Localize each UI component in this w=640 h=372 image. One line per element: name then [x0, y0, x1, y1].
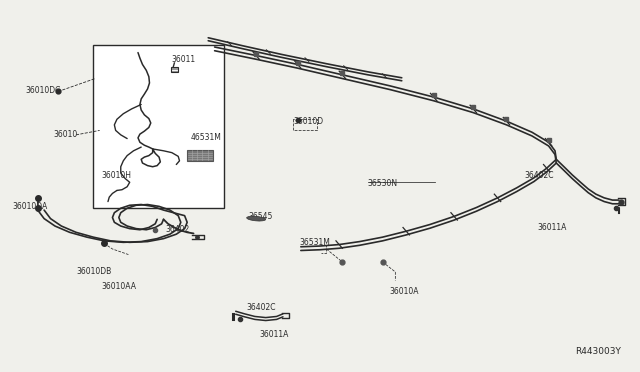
Text: 36402C: 36402C: [246, 303, 276, 312]
Text: 36010A: 36010A: [389, 287, 419, 296]
Bar: [93, 45, 224, 208]
Bar: [171, 67, 178, 72]
Bar: [187, 150, 212, 161]
Text: 36530N: 36530N: [368, 179, 398, 187]
Ellipse shape: [246, 216, 266, 221]
Text: 36545: 36545: [248, 212, 273, 221]
Text: 36010H: 36010H: [102, 171, 132, 180]
Text: R443003Y: R443003Y: [575, 347, 621, 356]
Text: 36011A: 36011A: [537, 223, 566, 232]
Text: 36010DC: 36010DC: [25, 86, 60, 95]
Text: 36010DB: 36010DB: [76, 267, 111, 276]
Text: 36402C: 36402C: [524, 171, 554, 180]
Text: 46531M: 46531M: [191, 133, 222, 142]
Text: 36402: 36402: [166, 225, 189, 234]
Text: 36010DA: 36010DA: [12, 202, 47, 211]
Text: 36010D: 36010D: [293, 117, 323, 126]
Text: 36011A: 36011A: [259, 330, 289, 340]
Text: 36010: 36010: [53, 130, 77, 140]
Text: 36011: 36011: [172, 55, 196, 64]
Text: 36531M: 36531M: [300, 238, 330, 247]
Text: 36010AA: 36010AA: [102, 282, 136, 291]
